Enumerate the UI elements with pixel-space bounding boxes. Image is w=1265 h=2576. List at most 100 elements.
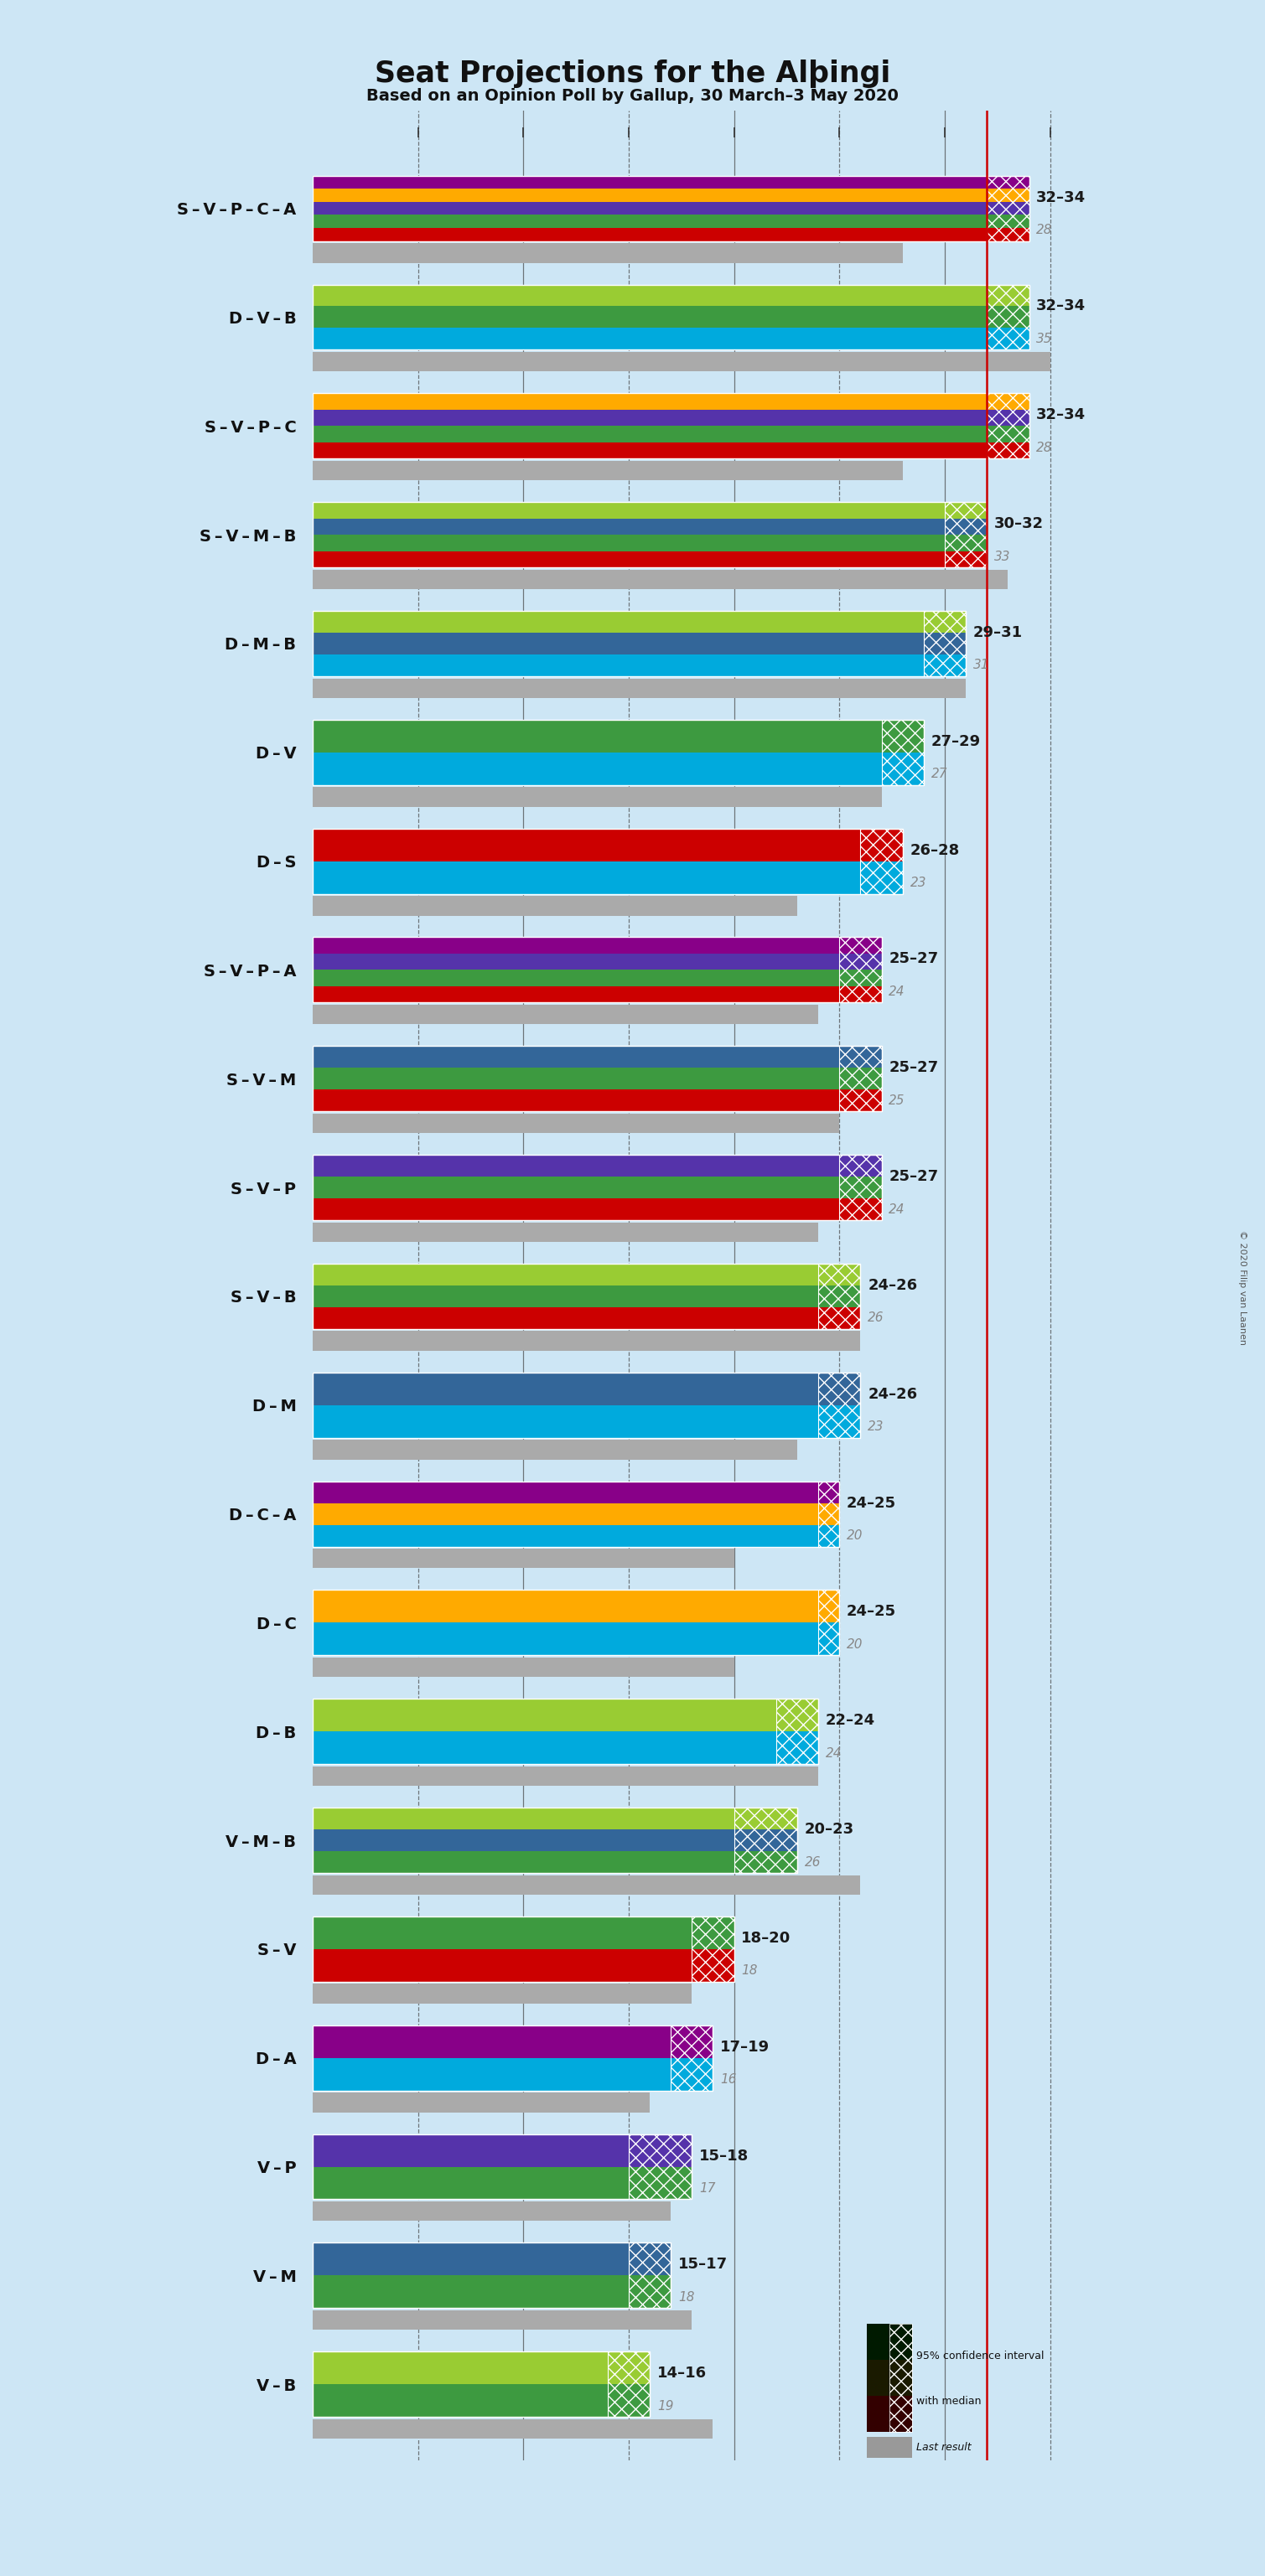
Bar xyxy=(312,1198,882,1221)
Text: 22–24: 22–24 xyxy=(826,1713,875,1728)
Bar xyxy=(312,502,987,567)
Bar xyxy=(840,1046,882,1110)
Bar xyxy=(312,1046,882,1110)
Bar xyxy=(312,1332,860,1350)
Bar xyxy=(987,394,1028,459)
Bar xyxy=(312,788,882,806)
Text: Last result: Last result xyxy=(916,2442,970,2452)
Bar xyxy=(818,1481,840,1546)
Text: 28: 28 xyxy=(1036,440,1052,453)
Bar xyxy=(734,1808,797,1873)
Text: 20: 20 xyxy=(846,1638,863,1651)
Bar xyxy=(312,2025,713,2092)
Text: 28: 28 xyxy=(1036,224,1052,237)
Bar xyxy=(312,242,903,263)
Text: 24–26: 24–26 xyxy=(868,1278,917,1293)
Bar xyxy=(629,2133,692,2200)
Bar xyxy=(312,971,882,987)
Bar xyxy=(312,1623,840,1656)
Bar xyxy=(312,2133,692,2166)
Bar xyxy=(312,1656,734,1677)
Bar xyxy=(312,425,1028,443)
Text: 27: 27 xyxy=(931,768,947,781)
Bar xyxy=(312,394,1028,410)
Bar xyxy=(312,2133,692,2200)
Bar xyxy=(312,410,1028,425)
Bar xyxy=(312,938,882,953)
Text: © 2020 Filip van Laanen: © 2020 Filip van Laanen xyxy=(1238,1231,1246,1345)
Bar xyxy=(312,1917,734,1950)
Bar xyxy=(312,654,965,675)
Text: 26: 26 xyxy=(868,1311,884,1324)
Bar xyxy=(312,1731,818,1765)
Text: 26: 26 xyxy=(805,1855,821,1868)
Text: 18: 18 xyxy=(678,2290,694,2303)
Text: 17: 17 xyxy=(700,2182,716,2195)
Bar xyxy=(312,829,903,894)
Bar xyxy=(312,2419,713,2439)
Bar xyxy=(312,1808,797,1829)
Bar xyxy=(312,1265,860,1329)
Text: 20–23: 20–23 xyxy=(805,1821,854,1837)
Bar xyxy=(312,1154,882,1177)
Text: 25–27: 25–27 xyxy=(889,951,939,966)
Text: 95% confidence interval: 95% confidence interval xyxy=(916,2349,1044,2362)
Bar xyxy=(312,677,965,698)
Bar xyxy=(312,829,903,860)
Bar xyxy=(312,1373,860,1404)
Bar xyxy=(312,1698,818,1731)
Bar xyxy=(987,283,1028,350)
Bar xyxy=(818,1589,840,1656)
Bar xyxy=(312,1265,860,1285)
Text: 17–19: 17–19 xyxy=(720,2040,770,2056)
Bar xyxy=(312,752,923,786)
Bar xyxy=(312,2244,670,2308)
Text: 23: 23 xyxy=(868,1419,884,1432)
Text: 24: 24 xyxy=(826,1747,842,1759)
Bar xyxy=(312,518,987,536)
Bar xyxy=(312,1224,818,1242)
Bar xyxy=(312,1917,734,1981)
Bar xyxy=(312,394,1028,459)
Text: 20: 20 xyxy=(846,1530,863,1543)
Text: 35: 35 xyxy=(1036,332,1052,345)
Bar xyxy=(312,1113,840,1133)
Bar xyxy=(860,829,903,894)
Text: 29–31: 29–31 xyxy=(973,626,1022,641)
Text: Seat Projections for the Alþingi: Seat Projections for the Alþingi xyxy=(374,59,891,88)
Bar xyxy=(312,2275,670,2308)
Bar xyxy=(312,2385,650,2416)
Bar xyxy=(312,1829,797,1852)
Bar xyxy=(312,860,903,894)
Bar xyxy=(312,938,882,1002)
Bar xyxy=(312,1589,840,1656)
Bar xyxy=(312,2092,650,2112)
Bar xyxy=(312,443,1028,459)
Bar xyxy=(312,719,923,786)
Bar xyxy=(312,188,1028,201)
Bar xyxy=(312,2058,713,2092)
Bar xyxy=(312,1525,840,1546)
Bar xyxy=(312,1373,860,1437)
Bar xyxy=(312,1090,882,1110)
Text: 25–27: 25–27 xyxy=(889,1170,939,1185)
Text: 15–17: 15–17 xyxy=(678,2257,727,2272)
Text: 33: 33 xyxy=(994,551,1011,562)
Bar xyxy=(818,1265,860,1329)
Text: 32–34: 32–34 xyxy=(1036,299,1085,314)
Bar xyxy=(312,2311,692,2329)
Text: Based on an Opinion Poll by Gallup, 30 March–3 May 2020: Based on an Opinion Poll by Gallup, 30 M… xyxy=(367,88,898,103)
Bar xyxy=(312,896,797,914)
Bar xyxy=(312,2352,650,2416)
Bar xyxy=(312,353,1050,371)
Bar xyxy=(312,2244,670,2275)
Text: 25: 25 xyxy=(889,1095,906,1108)
Bar xyxy=(312,327,1028,350)
Bar xyxy=(312,1698,818,1765)
Text: 32–34: 32–34 xyxy=(1036,191,1085,206)
Text: 16: 16 xyxy=(720,2074,736,2087)
Bar xyxy=(312,307,1028,327)
Bar xyxy=(312,1404,860,1437)
Bar xyxy=(629,2244,670,2308)
Bar xyxy=(312,2025,713,2058)
